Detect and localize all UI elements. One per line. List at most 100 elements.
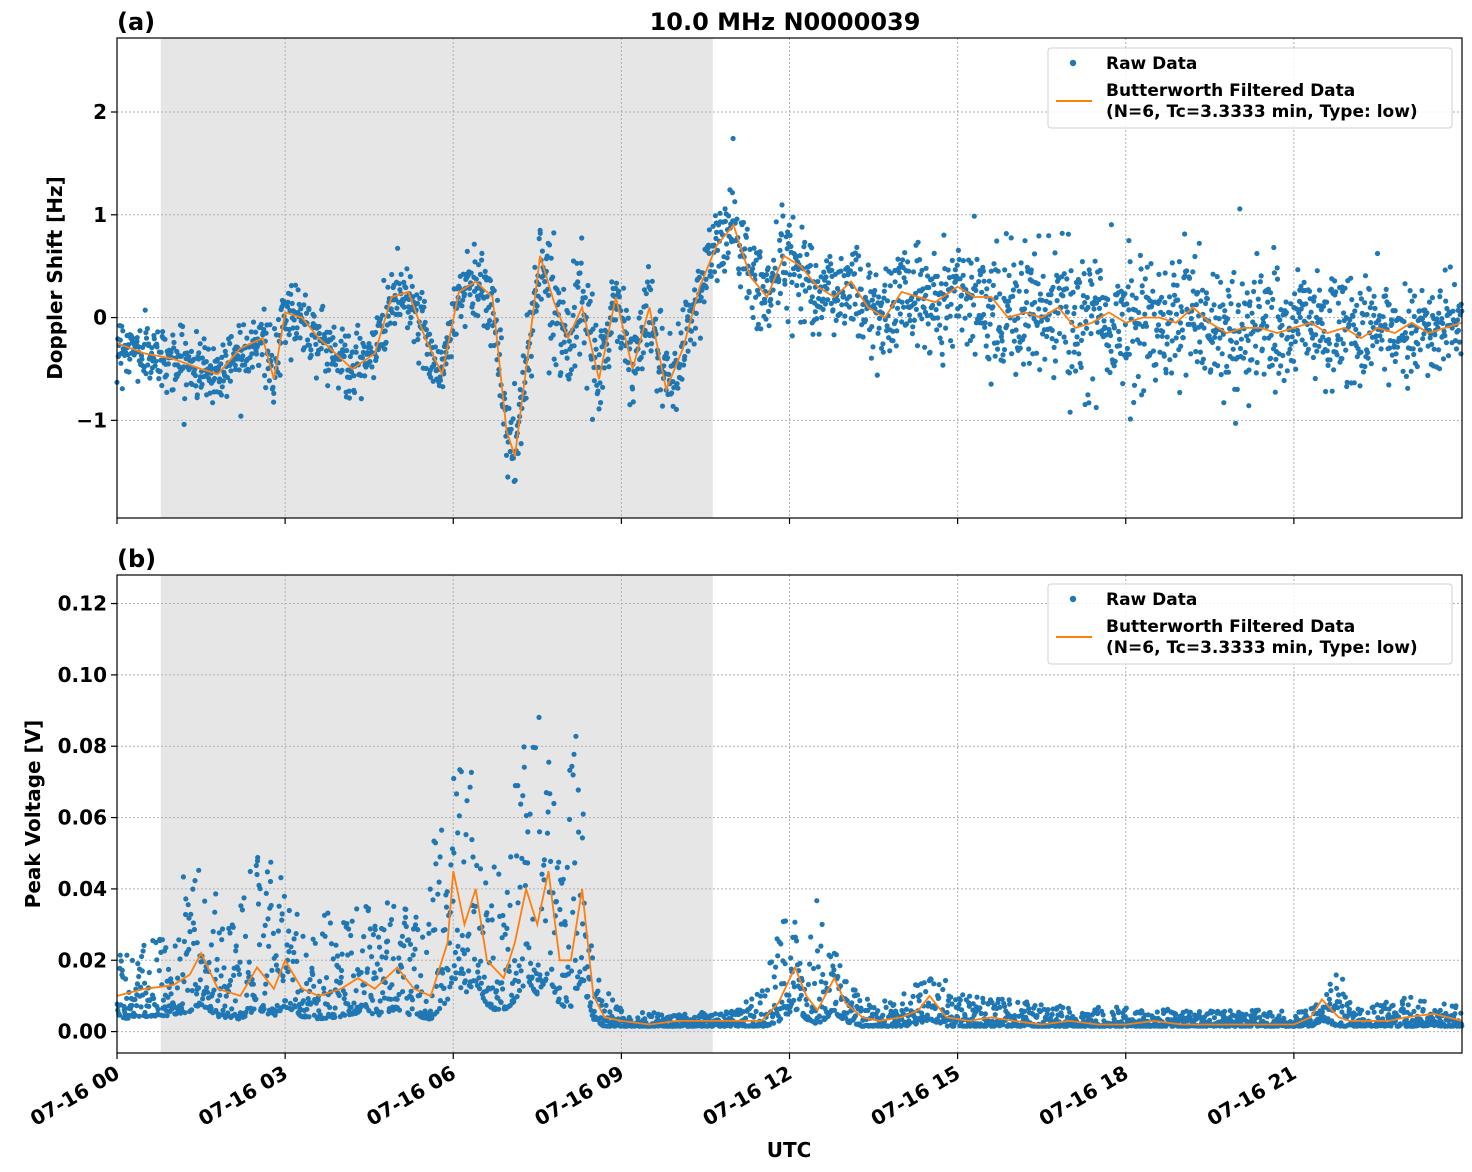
raw-data-point bbox=[910, 324, 916, 330]
raw-data-point bbox=[909, 295, 915, 301]
raw-data-point bbox=[383, 339, 389, 345]
raw-data-point bbox=[909, 331, 916, 337]
raw-data-point bbox=[507, 448, 513, 455]
raw-data-point bbox=[1455, 327, 1461, 334]
raw-data-point bbox=[401, 304, 407, 310]
raw-data-point bbox=[664, 350, 670, 356]
raw-data-point bbox=[1203, 300, 1209, 307]
raw-data-point bbox=[921, 305, 927, 311]
raw-data-point bbox=[399, 933, 405, 939]
raw-data-point bbox=[424, 949, 430, 956]
raw-data-point bbox=[1323, 388, 1329, 395]
raw-data-point bbox=[1108, 222, 1114, 228]
raw-data-point bbox=[723, 241, 730, 247]
raw-data-point bbox=[1192, 326, 1198, 332]
raw-data-point bbox=[574, 260, 580, 266]
raw-data-point bbox=[819, 314, 825, 321]
raw-data-point bbox=[1069, 364, 1075, 370]
raw-data-point bbox=[922, 344, 928, 350]
raw-data-point bbox=[979, 289, 985, 295]
raw-data-point bbox=[244, 335, 250, 341]
raw-data-point bbox=[163, 945, 169, 951]
raw-data-point bbox=[1427, 335, 1433, 341]
raw-data-point bbox=[639, 366, 645, 372]
raw-data-point bbox=[573, 334, 580, 340]
raw-data-point bbox=[956, 313, 962, 319]
raw-data-point bbox=[367, 359, 373, 365]
raw-data-point bbox=[578, 260, 584, 266]
raw-data-point bbox=[253, 329, 259, 335]
raw-data-point bbox=[246, 368, 252, 374]
raw-data-point bbox=[1126, 351, 1132, 357]
raw-data-point bbox=[1172, 352, 1178, 359]
raw-data-point bbox=[424, 351, 430, 357]
raw-data-point bbox=[1148, 261, 1154, 267]
raw-data-point bbox=[675, 321, 681, 327]
raw-data-point bbox=[515, 900, 521, 906]
raw-data-point bbox=[1295, 331, 1301, 337]
raw-data-point bbox=[1190, 288, 1196, 294]
raw-data-point bbox=[942, 977, 949, 984]
raw-data-point bbox=[799, 282, 806, 288]
raw-data-point bbox=[957, 997, 963, 1003]
raw-data-point bbox=[358, 396, 364, 402]
raw-data-point bbox=[1417, 347, 1423, 353]
raw-data-point bbox=[181, 938, 187, 945]
raw-data-point bbox=[949, 1001, 955, 1007]
raw-data-point bbox=[1235, 309, 1241, 315]
raw-data-point bbox=[1317, 338, 1323, 344]
raw-data-point bbox=[461, 859, 467, 865]
raw-data-point bbox=[1036, 306, 1042, 312]
raw-data-point bbox=[474, 862, 480, 869]
raw-data-point bbox=[262, 922, 268, 929]
raw-data-point bbox=[288, 944, 294, 950]
raw-data-point bbox=[285, 969, 291, 975]
raw-data-point bbox=[864, 996, 871, 1002]
raw-data-point bbox=[763, 272, 770, 278]
raw-data-point bbox=[943, 325, 949, 331]
raw-data-point bbox=[710, 223, 716, 229]
raw-data-point bbox=[589, 416, 596, 422]
raw-data-point bbox=[214, 956, 220, 962]
raw-data-point bbox=[576, 829, 582, 835]
raw-data-point bbox=[1370, 324, 1376, 331]
raw-data-point bbox=[794, 1006, 800, 1012]
raw-data-point bbox=[176, 937, 182, 943]
raw-data-point bbox=[882, 317, 888, 323]
raw-data-point bbox=[595, 988, 601, 994]
raw-data-point bbox=[151, 336, 157, 342]
raw-data-point bbox=[892, 267, 898, 274]
raw-data-point bbox=[1156, 271, 1162, 277]
raw-data-point bbox=[414, 300, 420, 306]
raw-data-point bbox=[1101, 318, 1107, 324]
raw-data-point bbox=[1408, 368, 1414, 374]
raw-data-point bbox=[749, 305, 755, 311]
raw-data-point bbox=[1400, 368, 1406, 374]
raw-data-point bbox=[1111, 325, 1117, 331]
raw-data-point bbox=[547, 950, 554, 956]
raw-data-point bbox=[553, 898, 560, 905]
raw-data-point bbox=[219, 384, 225, 390]
raw-data-point bbox=[516, 963, 522, 969]
raw-data-point bbox=[1093, 404, 1099, 411]
raw-data-point bbox=[936, 301, 942, 307]
raw-data-point bbox=[754, 326, 760, 332]
raw-data-point bbox=[1067, 1009, 1073, 1015]
raw-data-point bbox=[1130, 338, 1136, 344]
raw-data-point bbox=[204, 985, 210, 991]
raw-data-point bbox=[866, 274, 872, 280]
raw-data-point bbox=[1052, 358, 1058, 364]
raw-data-point bbox=[990, 312, 996, 318]
raw-data-point bbox=[135, 378, 141, 384]
raw-data-point bbox=[1126, 307, 1132, 313]
panel-a-legend-raw-label: Raw Data bbox=[1106, 54, 1197, 74]
raw-data-point bbox=[782, 918, 789, 924]
raw-data-point bbox=[1015, 999, 1021, 1006]
raw-data-point bbox=[579, 235, 585, 241]
raw-data-point bbox=[779, 202, 785, 208]
raw-data-point bbox=[325, 910, 331, 916]
raw-data-point bbox=[1057, 330, 1063, 337]
raw-data-point bbox=[1063, 339, 1069, 345]
raw-data-point bbox=[1297, 314, 1303, 320]
raw-data-point bbox=[139, 968, 145, 974]
